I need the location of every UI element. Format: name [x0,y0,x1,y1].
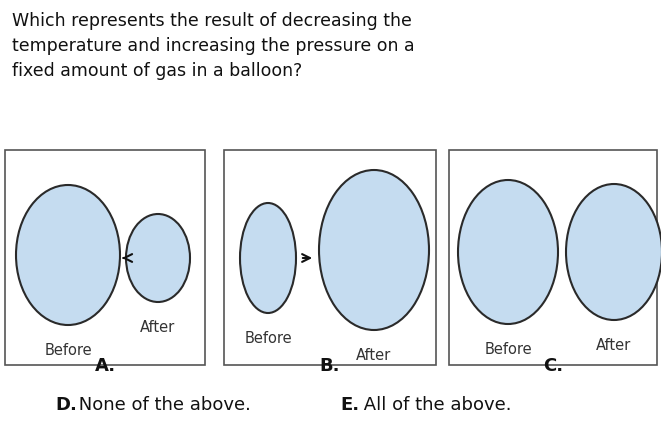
Text: None of the above.: None of the above. [73,396,251,414]
Text: Before: Before [485,342,532,357]
Text: C.: C. [543,357,563,375]
Ellipse shape [566,184,661,320]
Text: After: After [596,338,632,353]
Ellipse shape [319,170,429,330]
Ellipse shape [16,185,120,325]
Text: Before: Before [44,343,92,358]
Text: A.: A. [95,357,116,375]
Text: D.: D. [55,396,77,414]
Text: After: After [356,348,391,363]
Text: Which represents the result of decreasing the
temperature and increasing the pre: Which represents the result of decreasin… [12,12,414,80]
Ellipse shape [240,203,296,313]
Bar [449,150,657,365]
Text: B.: B. [320,357,340,375]
Bar [5,150,205,365]
Text: Before: Before [244,331,292,346]
Ellipse shape [126,214,190,302]
Text: After: After [140,320,176,335]
Text: All of the above.: All of the above. [358,396,512,414]
Text: E.: E. [340,396,359,414]
Bar [224,150,436,365]
Ellipse shape [458,180,558,324]
